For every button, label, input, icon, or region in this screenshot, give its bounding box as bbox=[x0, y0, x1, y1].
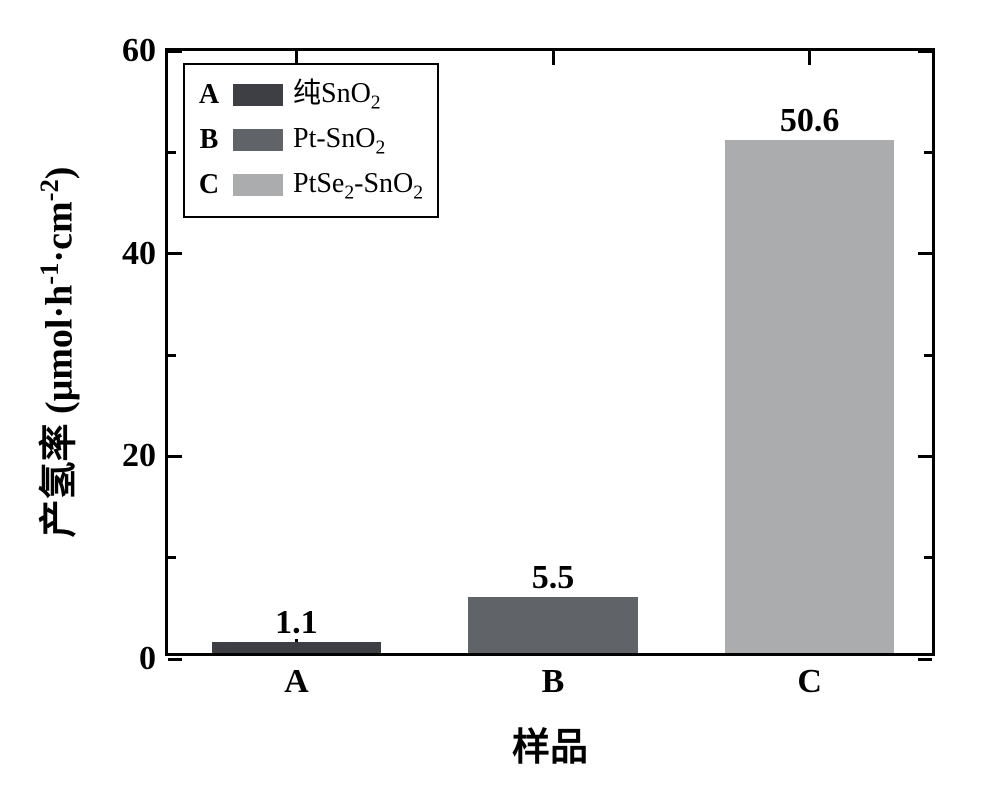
ytick-label: 0 bbox=[139, 640, 168, 678]
y-axis-label: 产氢率 (μmol·h-1·cm-2) bbox=[28, 167, 83, 538]
legend-letter: A bbox=[195, 74, 223, 116]
legend-label: Pt-SnO2 bbox=[293, 118, 385, 163]
ytick-minor bbox=[168, 151, 176, 154]
ytick-label: 60 bbox=[122, 32, 168, 70]
ytick-major bbox=[168, 455, 182, 458]
bar-value-label: 50.6 bbox=[780, 102, 840, 140]
bar bbox=[212, 642, 381, 653]
bar bbox=[725, 140, 894, 653]
ytick-major bbox=[918, 455, 932, 458]
legend-letter: C bbox=[195, 164, 223, 206]
figure: 0 20 40 60 A 1.1 B 5.5 C 50.6 产氢率 (μmol·h-1·cm-2)… bbox=[0, 0, 1000, 793]
legend-item: C PtSe2-SnO2 bbox=[195, 163, 423, 208]
ytick-minor bbox=[924, 151, 932, 154]
xtick-label: C bbox=[797, 653, 822, 701]
xtick-major bbox=[808, 51, 811, 65]
legend-label: 纯SnO2 bbox=[293, 73, 381, 118]
legend-swatch bbox=[233, 174, 283, 196]
bar-value-label: 5.5 bbox=[532, 559, 575, 597]
ytick-major bbox=[918, 50, 932, 53]
ytick-major bbox=[168, 50, 182, 53]
xtick-major bbox=[552, 51, 555, 65]
legend: A 纯SnO2 B Pt-SnO2 C PtSe2-SnO2 bbox=[183, 63, 439, 218]
x-axis-label: 样品 bbox=[512, 716, 588, 771]
legend-swatch bbox=[233, 129, 283, 151]
legend-item: B Pt-SnO2 bbox=[195, 118, 423, 163]
bar-value-label: 1.1 bbox=[275, 604, 318, 642]
ytick-minor bbox=[924, 354, 932, 357]
legend-label: PtSe2-SnO2 bbox=[293, 163, 423, 208]
xtick-label: A bbox=[284, 653, 309, 701]
ytick-minor bbox=[168, 354, 176, 357]
legend-item: A 纯SnO2 bbox=[195, 73, 423, 118]
ytick-major bbox=[918, 658, 932, 661]
legend-swatch bbox=[233, 84, 283, 106]
ytick-label: 20 bbox=[122, 437, 168, 475]
ytick-major bbox=[168, 658, 182, 661]
bar bbox=[468, 597, 637, 653]
ytick-minor bbox=[924, 556, 932, 559]
legend-letter: B bbox=[195, 119, 223, 161]
xtick-label: B bbox=[542, 653, 565, 701]
ytick-major bbox=[918, 252, 932, 255]
ytick-major bbox=[168, 252, 182, 255]
ytick-minor bbox=[168, 556, 176, 559]
ytick-label: 40 bbox=[122, 235, 168, 273]
